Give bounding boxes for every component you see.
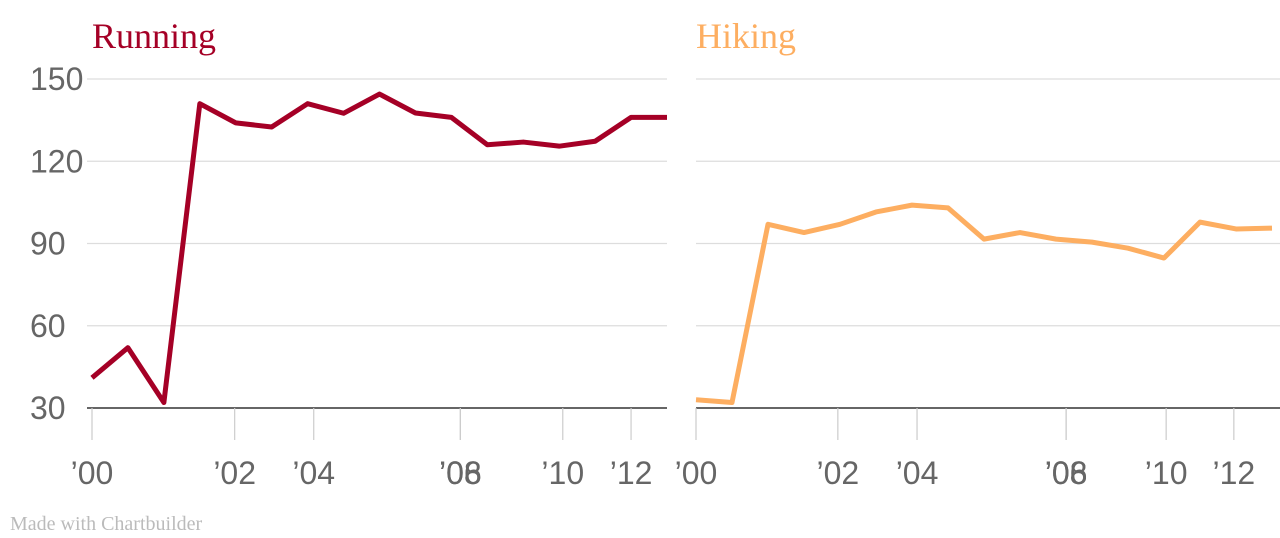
footer: Made with Chartbuilder: [10, 513, 203, 535]
x-tick-label: ’02: [816, 455, 859, 491]
y-tick-label: 120: [30, 143, 83, 179]
y-tick-label: 30: [30, 390, 66, 426]
x-tick-label: ’10: [541, 455, 584, 491]
x-tick-label: ’12: [1212, 455, 1255, 491]
y-tick-label: 60: [30, 308, 66, 344]
x-tick-label: ’00: [71, 455, 114, 491]
data-line: [695, 202, 1273, 406]
data-line: [90, 91, 667, 406]
y-tick-label: 150: [30, 61, 83, 97]
y-tick-label: 90: [30, 226, 66, 262]
chart-title: Hiking: [696, 16, 796, 56]
x-tick-label: ’08: [1045, 455, 1088, 491]
x-tick-label: ’06: [439, 455, 482, 491]
x-tick-label: ’04: [896, 455, 939, 491]
x-tick-label: ’12: [610, 455, 653, 491]
x-tick-label: ’10: [1145, 455, 1188, 491]
x-tick-label: ’02: [213, 455, 256, 491]
x-tick-label: ’00: [675, 455, 718, 491]
x-tick-label: ’08: [439, 455, 482, 491]
x-tick-label: ’06: [1045, 455, 1088, 491]
x-tick-label: ’04: [292, 455, 335, 491]
chart-title: Running: [92, 16, 216, 56]
